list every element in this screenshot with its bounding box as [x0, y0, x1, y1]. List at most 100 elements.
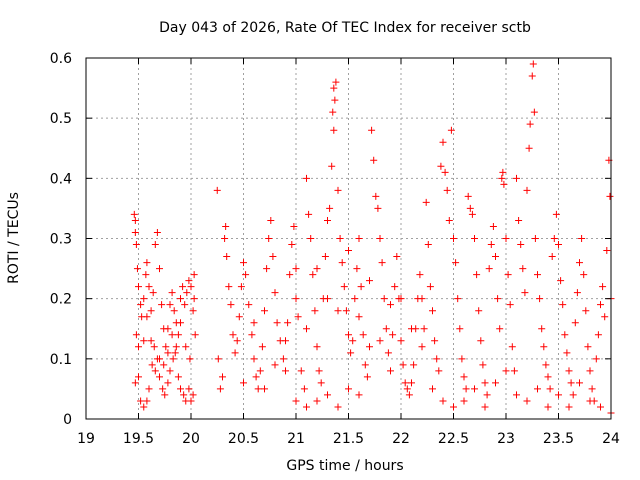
- data-point: [305, 210, 313, 218]
- data-point: [336, 235, 344, 242]
- data-point: [584, 343, 592, 351]
- data-point: [177, 319, 184, 327]
- data-point: [221, 235, 229, 242]
- data-point: [586, 397, 594, 405]
- data-point: [473, 271, 481, 279]
- data-point: [231, 349, 239, 357]
- data-point: [397, 337, 405, 345]
- data-point: [502, 235, 510, 242]
- data-point: [190, 271, 198, 279]
- data-point: [380, 295, 388, 303]
- data-point: [187, 283, 195, 291]
- grid-lines: [86, 58, 611, 419]
- data-point: [403, 385, 411, 393]
- data-point: [368, 126, 376, 134]
- data-point: [548, 253, 556, 261]
- data-point: [475, 307, 483, 315]
- data-point: [588, 385, 596, 393]
- y-tick-label: 0.3: [50, 232, 72, 248]
- data-point: [286, 271, 294, 279]
- data-point: [561, 331, 569, 339]
- data-point: [433, 355, 441, 363]
- data-point: [213, 186, 221, 194]
- data-point: [263, 265, 271, 273]
- data-point: [538, 325, 546, 333]
- data-point: [542, 361, 550, 369]
- data-point: [599, 283, 607, 291]
- data-point: [156, 373, 163, 381]
- data-point: [416, 271, 424, 279]
- data-point: [485, 265, 493, 273]
- data-point: [483, 391, 491, 399]
- data-point: [500, 180, 508, 188]
- data-point: [557, 277, 565, 285]
- data-point: [227, 301, 235, 309]
- data-point: [359, 331, 367, 339]
- data-point: [261, 385, 268, 393]
- data-point: [245, 301, 253, 309]
- data-point: [329, 108, 337, 116]
- y-tick-label: 0.1: [50, 352, 72, 368]
- data-point: [471, 385, 478, 393]
- data-point: [401, 379, 409, 387]
- data-point: [248, 331, 256, 339]
- data-point: [148, 361, 156, 369]
- data-point: [422, 198, 430, 206]
- data-point: [521, 289, 529, 297]
- data-point: [219, 373, 226, 381]
- data-point: [240, 379, 247, 387]
- data-point: [140, 337, 148, 345]
- data-point: [481, 403, 489, 411]
- data-point: [189, 391, 197, 399]
- data-point: [338, 259, 346, 267]
- data-point: [143, 397, 151, 405]
- data-point: [166, 367, 174, 375]
- data-point: [529, 60, 537, 68]
- data-point: [559, 301, 567, 309]
- data-point: [552, 210, 560, 218]
- data-point: [437, 162, 445, 170]
- data-point: [536, 295, 544, 303]
- data-point: [307, 235, 315, 242]
- data-point: [143, 313, 151, 321]
- data-point: [443, 186, 451, 194]
- data-point: [294, 313, 302, 321]
- data-point: [237, 283, 245, 291]
- data-point: [376, 337, 384, 345]
- data-point: [292, 265, 300, 273]
- data-point: [135, 343, 142, 351]
- data-point: [489, 222, 497, 230]
- data-point: [391, 283, 399, 291]
- data-point: [303, 325, 310, 333]
- data-point: [254, 385, 262, 393]
- data-point: [418, 295, 426, 303]
- x-tick-label: 19.5: [123, 431, 154, 447]
- data-point: [550, 235, 558, 242]
- data-point: [161, 391, 169, 399]
- data-point: [185, 385, 193, 393]
- data-point: [282, 367, 289, 375]
- data-point: [250, 355, 258, 363]
- data-point: [160, 361, 168, 369]
- data-point: [164, 349, 172, 357]
- data-point: [331, 96, 339, 104]
- data-point: [445, 216, 453, 224]
- data-point: [340, 283, 348, 291]
- data-point: [256, 367, 264, 375]
- data-point: [530, 108, 538, 116]
- x-tick-label: 21: [287, 431, 305, 447]
- data-point: [182, 343, 190, 351]
- data-point: [132, 241, 140, 249]
- data-point: [389, 331, 397, 339]
- data-point: [357, 283, 365, 291]
- data-point: [317, 379, 325, 387]
- data-point: [597, 301, 604, 309]
- data-point: [334, 307, 342, 315]
- data-point: [269, 253, 277, 261]
- data-point: [418, 343, 426, 351]
- x-tick-label: 22: [392, 431, 410, 447]
- data-point: [479, 361, 487, 369]
- data-point: [235, 313, 243, 321]
- data-point: [309, 271, 317, 279]
